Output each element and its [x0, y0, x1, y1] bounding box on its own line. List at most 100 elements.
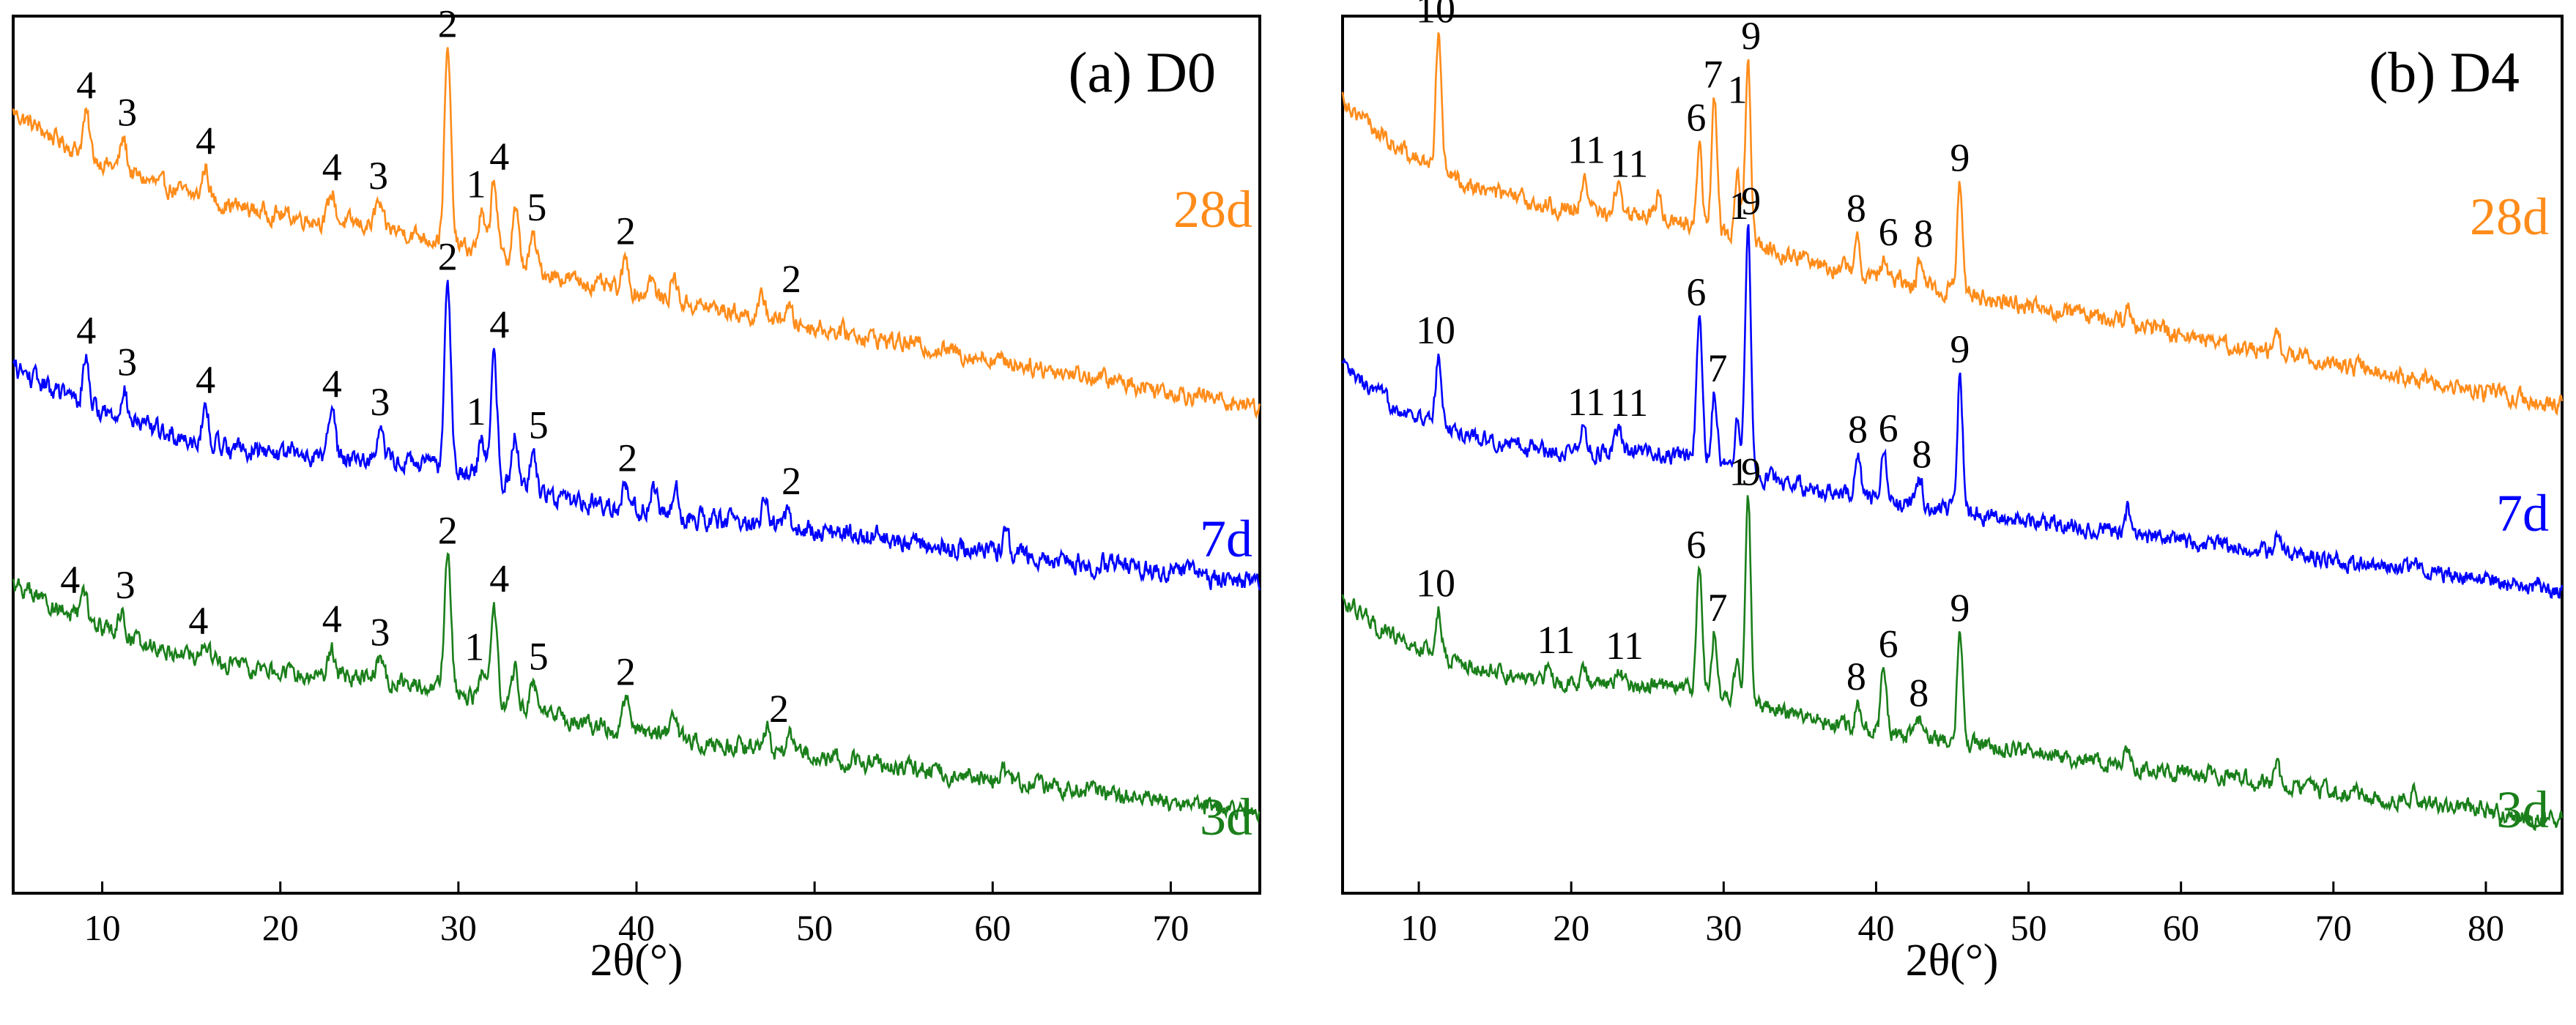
x-tick-label: 30	[440, 907, 477, 948]
series-3d-line	[12, 552, 1261, 824]
x-tick-label: 60	[2163, 907, 2200, 948]
peak-label: 8	[1846, 655, 1866, 698]
peak-label: 9	[1950, 135, 1970, 179]
peak-label: 4	[322, 362, 342, 406]
peak-label: 2	[438, 508, 458, 552]
peak-label: 11	[1537, 618, 1575, 662]
peak-label: 9	[1950, 586, 1970, 630]
peak-label: 2	[782, 459, 801, 503]
series-7d-line	[12, 280, 1261, 591]
peak-label: 7	[1703, 52, 1723, 96]
panel-b-ticks: 10 20 30 40 50 60 70 80	[1400, 881, 2504, 948]
peak-label: 9	[1741, 450, 1761, 494]
x-tick-label: 10	[1400, 907, 1437, 948]
peak-label: 6	[1686, 270, 1706, 314]
panel-a-title: (a) D0	[1069, 40, 1216, 104]
series-7d-line	[1341, 224, 2564, 599]
peak-label: 4	[188, 599, 208, 643]
series-label-28d: 28d	[2470, 187, 2549, 246]
series-label-28d: 28d	[1173, 180, 1252, 239]
peak-label: 2	[438, 2, 458, 46]
peak-label: 1	[467, 163, 486, 206]
x-tick-label: 70	[2315, 907, 2352, 948]
peak-label: 8	[1848, 408, 1868, 452]
peak-label: 4	[322, 597, 342, 641]
peak-label: 10	[1416, 308, 1455, 352]
peak-label: 6	[1686, 95, 1706, 139]
peak-label: 5	[529, 634, 549, 678]
peak-label: 3	[117, 340, 137, 384]
peak-label: 11	[1610, 381, 1648, 425]
peak-label: 1	[1729, 450, 1749, 494]
peak-label: 10	[1416, 561, 1455, 605]
peak-label: 6	[1879, 406, 1898, 450]
peak-label: 3	[116, 563, 136, 607]
peak-label: 6	[1879, 622, 1898, 666]
x-tick-label: 40	[618, 907, 655, 948]
series-3d-line	[1341, 495, 2564, 832]
panel-b-title: (b) D4	[2369, 40, 2520, 104]
peak-label: 2	[438, 235, 458, 279]
x-tick-label: 80	[2468, 907, 2504, 948]
peak-label: 4	[196, 119, 215, 163]
peak-label: 11	[1610, 141, 1648, 185]
series-label-3d: 3d	[1200, 788, 1252, 846]
peak-label: 1	[1729, 184, 1749, 228]
panel-b-xlabel: 2θ(°)	[1906, 936, 1999, 985]
peak-label: 6	[1686, 523, 1706, 567]
peak-label: 2	[617, 436, 637, 480]
panel-a-xlabel: 2θ(°)	[590, 936, 683, 985]
peak-label: 2	[616, 649, 636, 693]
x-tick-label: 60	[974, 907, 1011, 948]
peak-label: 3	[117, 90, 137, 134]
peak-label: 9	[1741, 179, 1761, 223]
x-tick-label: 20	[1553, 907, 1589, 948]
peak-label: 6	[1879, 210, 1898, 254]
peak-label: 10	[1416, 0, 1455, 31]
peak-label: 3	[370, 610, 390, 654]
peak-label: 4	[322, 145, 342, 189]
peak-label: 1	[464, 625, 484, 668]
peak-label: 8	[1913, 212, 1933, 256]
x-tick-label: 50	[796, 907, 833, 948]
peak-label: 1	[1728, 67, 1748, 111]
x-tick-label: 30	[1705, 907, 1742, 948]
peak-label: 11	[1567, 128, 1606, 172]
peak-label: 1	[467, 390, 486, 433]
peak-label: 11	[1606, 624, 1644, 668]
panel-a-ticks: 10 20 30 40 50 60 70	[84, 881, 1189, 948]
peak-label: 7	[1707, 586, 1727, 630]
peak-label: 5	[527, 185, 546, 229]
peak-label: 2	[769, 687, 789, 731]
peak-label: 9	[1950, 327, 1970, 371]
x-tick-label: 20	[262, 907, 299, 948]
x-tick-label: 50	[2011, 907, 2047, 948]
peak-label: 8	[1846, 186, 1866, 230]
peak-label: 3	[370, 380, 390, 424]
peak-label: 4	[489, 556, 509, 600]
series-28d-line	[1341, 32, 2564, 416]
series-label-3d: 3d	[2496, 780, 2549, 839]
x-tick-label: 70	[1152, 907, 1189, 948]
peak-label: 5	[529, 403, 549, 447]
peak-label: 8	[1912, 433, 1931, 477]
peak-label: 4	[196, 358, 215, 402]
peak-label: 4	[76, 309, 96, 353]
panel-b-frame	[1341, 15, 2564, 895]
peak-label: 8	[1909, 671, 1929, 715]
series-label-7d: 7d	[2496, 484, 2549, 543]
peak-label: 4	[76, 63, 96, 107]
peak-label: 4	[60, 558, 80, 602]
peak-label: 3	[368, 154, 388, 198]
peak-label: 4	[489, 303, 509, 347]
x-tick-label: 40	[1857, 907, 1894, 948]
peak-label: 9	[1741, 14, 1761, 58]
series-label-7d: 7d	[1200, 510, 1252, 568]
peak-label: 7	[1707, 346, 1727, 390]
peak-label: 2	[616, 209, 636, 253]
